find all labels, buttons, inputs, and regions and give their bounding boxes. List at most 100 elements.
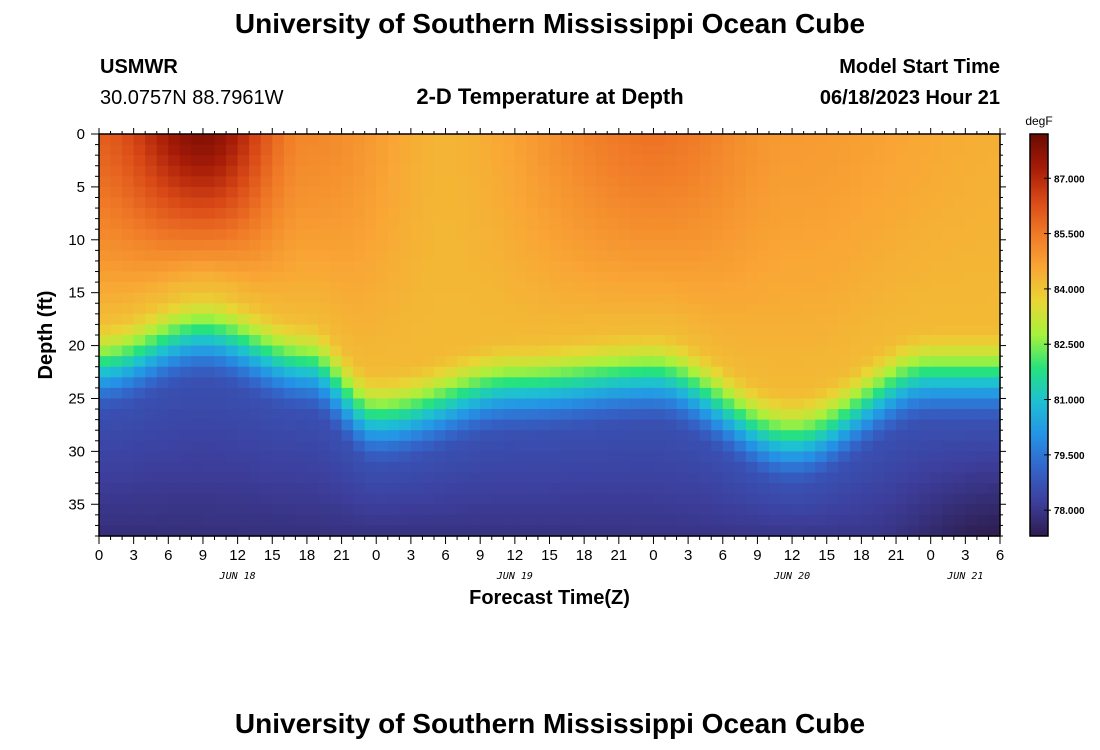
heatmap-cell: [965, 335, 978, 347]
heatmap-cell: [272, 398, 285, 410]
heatmap-cell: [410, 271, 424, 283]
heatmap-cell: [861, 239, 874, 251]
heatmap-cell: [295, 504, 308, 516]
heatmap-cell: [283, 483, 296, 495]
heatmap-cell: [757, 239, 770, 251]
heatmap-cell: [618, 472, 631, 484]
heatmap-cell: [838, 208, 851, 220]
heatmap-cell: [688, 514, 701, 527]
heatmap-cell: [214, 377, 227, 389]
heatmap-cell: [572, 483, 585, 495]
heatmap-cell: [896, 430, 909, 442]
heatmap-cell: [156, 345, 169, 357]
heatmap-cell: [572, 461, 585, 474]
heatmap-cell: [803, 483, 816, 495]
heatmap-cell: [768, 504, 782, 516]
heatmap-cell: [480, 292, 493, 304]
heatmap-cell: [410, 197, 424, 209]
heatmap-cell: [399, 419, 412, 431]
heatmap-cell: [884, 165, 897, 177]
heatmap-cell: [457, 461, 470, 474]
heatmap-cell: [249, 250, 262, 262]
heatmap-cell: [364, 419, 377, 431]
heatmap-cell: [399, 197, 412, 209]
date-label: JUN 20: [773, 571, 810, 582]
heatmap-cell: [399, 387, 412, 400]
heatmap-cell: [780, 504, 793, 516]
heatmap-cell: [653, 197, 666, 209]
heatmap-cell: [734, 197, 747, 209]
heatmap-cell: [826, 419, 839, 431]
heatmap-cell: [561, 335, 574, 347]
heatmap-cell: [306, 134, 320, 146]
heatmap-cell: [202, 260, 216, 273]
heatmap-cell: [468, 260, 481, 273]
heatmap-cell: [364, 208, 377, 220]
heatmap-cell: [480, 176, 493, 188]
x-tick-label: 3: [407, 547, 415, 564]
heatmap-cell: [976, 377, 990, 389]
heatmap-cell: [468, 493, 481, 505]
heatmap-cell: [306, 387, 320, 400]
heatmap-cell: [919, 440, 932, 452]
heatmap-cell: [468, 134, 481, 146]
heatmap-cell: [526, 451, 539, 463]
heatmap-cell: [272, 218, 285, 230]
heatmap-cell: [387, 419, 400, 431]
heatmap-cell: [445, 366, 458, 378]
heatmap-cell: [364, 239, 377, 251]
heatmap-cell: [722, 461, 735, 474]
heatmap-cell: [226, 525, 239, 537]
heatmap-cell: [711, 377, 724, 389]
heatmap-cell: [953, 461, 966, 474]
heatmap-cell: [376, 197, 389, 209]
heatmap-cell: [884, 461, 897, 474]
heatmap-cell: [526, 208, 539, 220]
heatmap-cell: [688, 356, 701, 368]
heatmap-cell: [757, 461, 770, 474]
heatmap-cell: [491, 366, 504, 378]
heatmap-cell: [399, 282, 412, 294]
heatmap-cell: [145, 419, 158, 431]
heatmap-cell: [849, 282, 862, 294]
heatmap-cell: [965, 292, 978, 304]
heatmap-cell: [872, 282, 886, 294]
heatmap-cell: [896, 387, 909, 400]
heatmap-cell: [849, 292, 862, 304]
heatmap-cell: [133, 419, 146, 431]
heatmap-cell: [607, 514, 620, 527]
heatmap-cell: [907, 419, 920, 431]
heatmap-cell: [584, 186, 597, 199]
heatmap-cell: [491, 440, 504, 452]
heatmap-cell: [145, 324, 158, 336]
heatmap-cell: [549, 409, 562, 421]
heatmap-cell: [607, 229, 620, 241]
heatmap-cell: [376, 451, 389, 463]
heatmap-cell: [884, 398, 897, 410]
heatmap-cell: [930, 186, 943, 199]
heatmap-cell: [549, 440, 562, 452]
heatmap-cell: [907, 292, 920, 304]
heatmap-cell: [838, 387, 851, 400]
heatmap-cell: [734, 366, 747, 378]
heatmap-cell: [491, 313, 504, 326]
heatmap-cell: [618, 271, 631, 283]
x-tick-label: 0: [649, 547, 657, 564]
heatmap-cell: [480, 366, 493, 378]
heatmap-cell: [503, 260, 516, 273]
heatmap-cell: [826, 218, 839, 230]
heatmap-cell: [965, 260, 978, 273]
heatmap-cell: [965, 134, 978, 146]
heatmap-cell: [145, 514, 158, 527]
heatmap-cell: [595, 186, 608, 199]
heatmap-cell: [237, 165, 250, 177]
heatmap-cell: [803, 461, 816, 474]
heatmap-cell: [584, 250, 597, 262]
heatmap-cell: [433, 229, 447, 241]
heatmap-cell: [145, 493, 158, 505]
heatmap-cell: [838, 409, 851, 421]
heatmap-cell: [457, 387, 470, 400]
heatmap-cell: [676, 303, 689, 315]
heatmap-cell: [953, 345, 966, 357]
heatmap-cell: [306, 250, 320, 262]
